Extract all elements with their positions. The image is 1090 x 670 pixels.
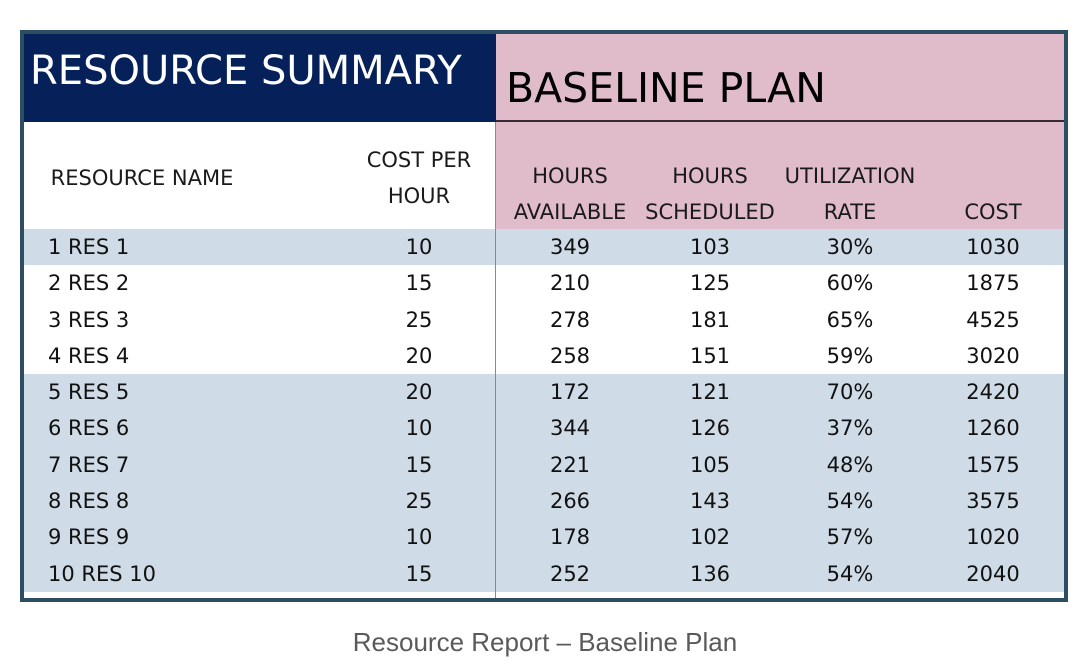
hours-scheduled-cell: 102 [689, 525, 731, 550]
hours-scheduled-cell: 181 [689, 307, 731, 332]
resource-name-cell: 9 RES 9 [48, 525, 130, 550]
resource-name-cell: 1 RES 1 [48, 235, 130, 259]
hours-scheduled-cell: 143 [689, 489, 731, 514]
cost-cell: 2420 [966, 380, 1020, 405]
cost-per-hour-cell: 15 [405, 561, 433, 586]
utilization-cell: 37% [826, 416, 874, 441]
utilization-cell: 65% [826, 307, 874, 332]
utilization-cell: 60% [826, 271, 874, 296]
resource-name-cell: 8 RES 8 [48, 489, 130, 514]
table-row: 3 RES 3 25 278 181 65% 4525 [24, 301, 1064, 338]
resource-summary-title: RESOURCE SUMMARY [30, 48, 462, 94]
utilization-cell: 54% [826, 489, 874, 514]
hours-available-cell: 344 [549, 416, 591, 441]
cost-cell: 1260 [966, 416, 1020, 441]
hours-available-cell: 210 [549, 271, 591, 296]
header-cost-per-hour: COST PER HOUR [366, 148, 472, 208]
hours-available-cell: 178 [549, 525, 591, 550]
cost-cell: 2040 [966, 561, 1020, 586]
resource-name-cell: 5 RES 5 [48, 380, 130, 405]
header-utilization-rate: UTILIZATION RATE [784, 164, 916, 224]
hours-scheduled-cell: 103 [689, 235, 731, 259]
resource-name-cell: 4 RES 4 [48, 343, 130, 368]
resource-name-cell: 7 RES 7 [48, 452, 130, 477]
cost-cell: 1575 [966, 452, 1020, 477]
header-resource-name: RESOURCE NAME [50, 166, 234, 190]
hours-available-cell: 258 [549, 343, 591, 368]
table-row: 7 RES 7 15 221 105 48% 1575 [24, 446, 1064, 484]
cost-per-hour-cell: 25 [405, 307, 433, 332]
table-row: 5 RES 5 20 172 121 70% 2420 [24, 374, 1064, 411]
utilization-cell: 59% [826, 343, 874, 368]
utilization-cell: 54% [826, 561, 874, 586]
table-row: 10 RES 10 15 252 136 54% 2040 [24, 555, 1064, 592]
hours-scheduled-cell: 151 [689, 343, 731, 368]
resource-summary-banner: RESOURCE SUMMARY [24, 34, 496, 122]
cost-per-hour-cell: 20 [405, 380, 433, 405]
hours-available-cell: 349 [549, 235, 591, 259]
hours-available-cell: 252 [549, 561, 591, 586]
cost-cell: 1875 [966, 271, 1020, 296]
header-cost: COST [964, 200, 1022, 224]
cost-cell: 3020 [966, 343, 1020, 368]
cost-per-hour-cell: 15 [405, 452, 433, 477]
header-hours-available: HOURS AVAILABLE [513, 164, 627, 224]
figure-caption: Resource Report – Baseline Plan [352, 627, 738, 657]
hours-available-cell: 172 [549, 380, 591, 405]
cost-per-hour-cell: 10 [405, 525, 433, 550]
hours-scheduled-cell: 105 [689, 452, 731, 477]
column-divider [495, 122, 496, 598]
table-row: 8 RES 8 25 266 143 54% 3575 [24, 483, 1064, 520]
cost-cell: 1020 [966, 525, 1020, 550]
header-hours-scheduled: HOURS SCHEDULED [645, 164, 775, 224]
hours-scheduled-cell: 126 [689, 416, 731, 441]
cost-per-hour-cell: 10 [405, 235, 433, 259]
resource-name-cell: 10 RES 10 [48, 561, 156, 586]
table-row: 1 RES 1 10 349 103 30% 1030 [24, 229, 1064, 266]
resource-name-cell: 3 RES 3 [48, 307, 130, 332]
hours-available-cell: 278 [549, 307, 591, 332]
cost-cell: 3575 [966, 489, 1020, 514]
baseline-plan-title: BASELINE PLAN [506, 64, 826, 112]
cost-per-hour-cell: 10 [405, 416, 433, 441]
resource-name-cell: 2 RES 2 [48, 271, 130, 296]
hours-available-cell: 266 [549, 489, 591, 514]
table-row: 2 RES 2 15 210 125 60% 1875 [24, 265, 1064, 302]
utilization-cell: 30% [826, 235, 874, 259]
table-row: 6 RES 6 10 344 126 37% 1260 [24, 410, 1064, 447]
cost-per-hour-cell: 25 [405, 489, 433, 514]
hours-scheduled-cell: 125 [689, 271, 731, 296]
resource-table: RESOURCE SUMMARY BASELINE PLAN RESOURCE … [20, 30, 1068, 602]
cost-per-hour-cell: 20 [405, 343, 433, 368]
table-row: 9 RES 9 10 178 102 57% 1020 [24, 519, 1064, 556]
cost-per-hour-cell: 15 [405, 271, 433, 296]
hours-available-cell: 221 [549, 452, 591, 477]
table-body: 1 RES 1 10 349 103 30% 1030 2 RES 2 15 2… [24, 229, 1064, 592]
hours-scheduled-cell: 136 [689, 561, 731, 586]
utilization-cell: 57% [826, 525, 874, 550]
baseline-plan-banner: BASELINE PLAN [496, 34, 1064, 229]
banner-divider [496, 120, 1064, 122]
cost-cell: 4525 [966, 307, 1020, 332]
table-row: 4 RES 4 20 258 151 59% 3020 [24, 337, 1064, 375]
utilization-cell: 48% [826, 452, 874, 477]
utilization-cell: 70% [826, 380, 874, 405]
hours-scheduled-cell: 121 [689, 380, 731, 405]
cost-cell: 1030 [966, 235, 1020, 259]
resource-name-cell: 6 RES 6 [48, 416, 130, 441]
